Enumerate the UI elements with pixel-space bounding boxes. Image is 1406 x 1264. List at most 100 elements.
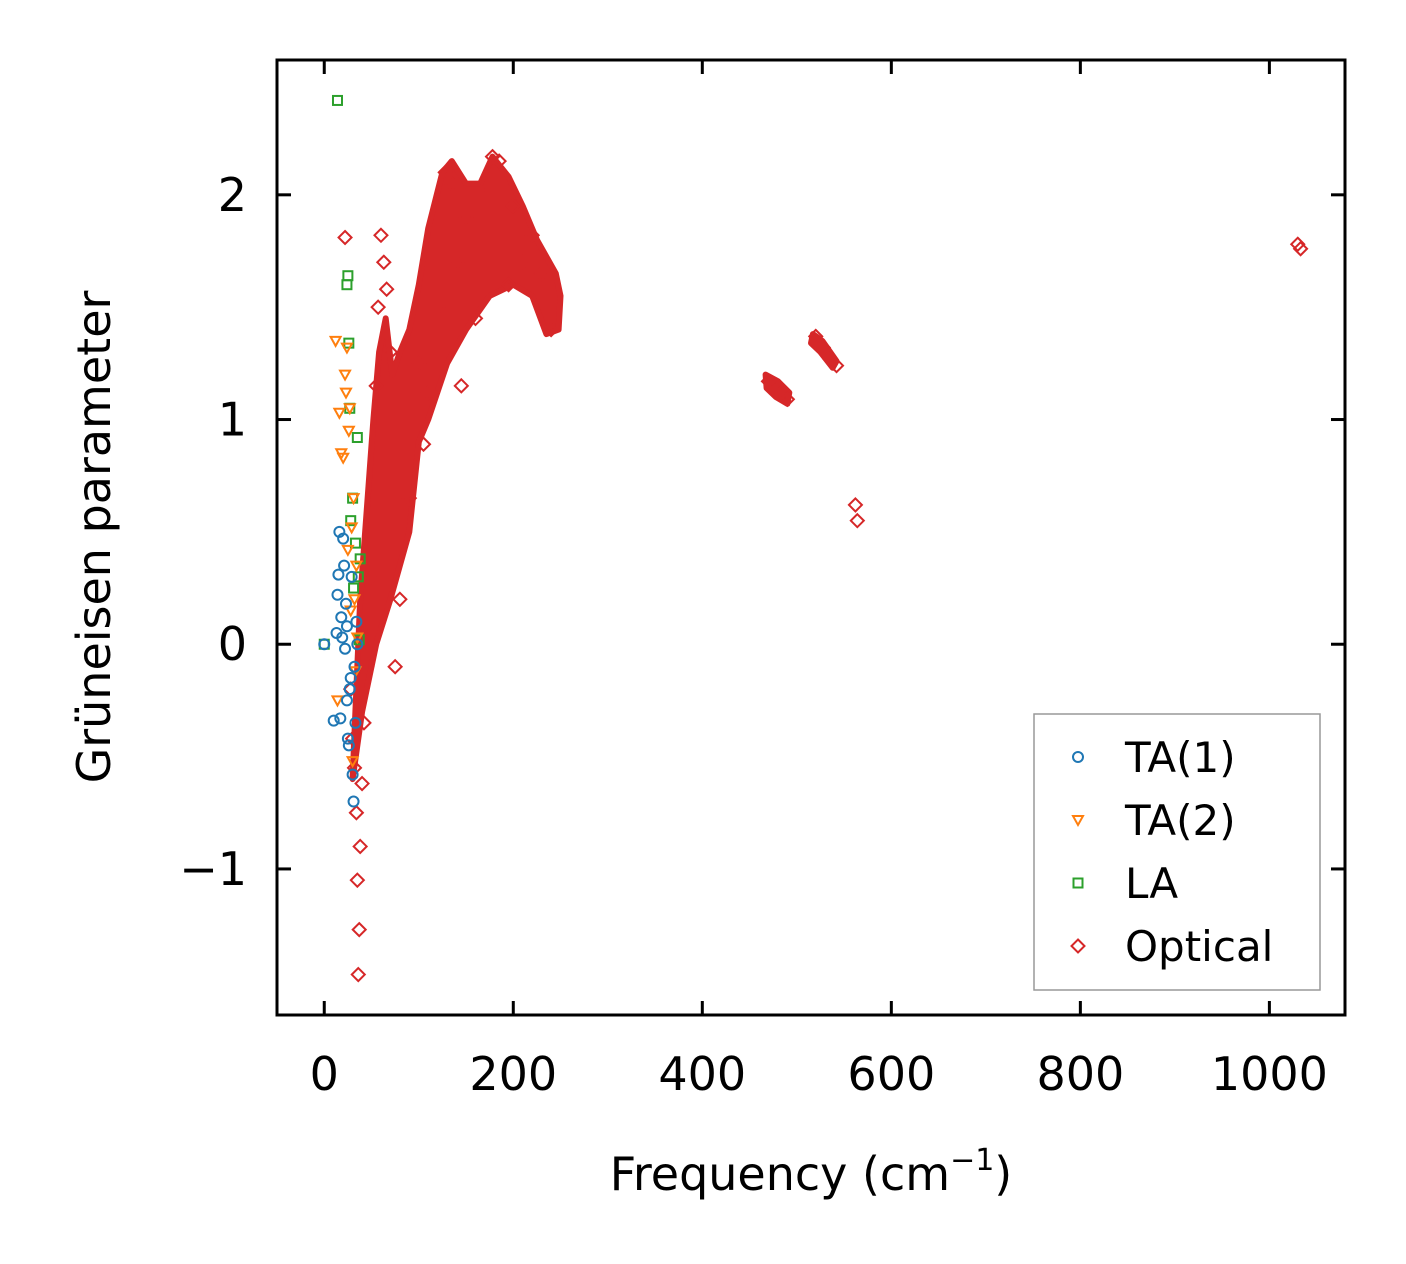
x-axis-label-close: ) bbox=[994, 1147, 1012, 1201]
optical-point bbox=[453, 377, 470, 394]
optical-point bbox=[448, 254, 465, 271]
ta-2-point bbox=[344, 522, 359, 535]
ta-2-point bbox=[341, 544, 355, 557]
ta-2-point bbox=[346, 493, 361, 506]
x-tick-label: 1000 bbox=[1211, 1047, 1328, 1101]
optical-point bbox=[779, 391, 796, 408]
optical-point bbox=[1289, 236, 1306, 253]
legend: TA(1) TA(2) LA Optical bbox=[1033, 713, 1321, 991]
x-axis-label: Frequency (cm−1) bbox=[610, 1143, 1013, 1201]
optical-point bbox=[415, 436, 432, 453]
ta-2-point bbox=[342, 425, 356, 438]
optical-point bbox=[429, 299, 446, 316]
la-point bbox=[341, 279, 353, 291]
x-axis-label-sup: −1 bbox=[950, 1143, 994, 1178]
la-point bbox=[331, 94, 343, 106]
optical-point bbox=[354, 775, 370, 792]
ta-2-point bbox=[338, 369, 352, 382]
ta-1-point bbox=[334, 712, 347, 725]
optical-point bbox=[370, 299, 387, 316]
x-tick-label: 400 bbox=[658, 1047, 746, 1101]
x-tick-label: 800 bbox=[1036, 1047, 1124, 1101]
legend-label-la: LA bbox=[1125, 859, 1178, 908]
ta-2-point bbox=[330, 695, 345, 708]
ta-2-point bbox=[347, 594, 362, 607]
optical-point bbox=[344, 730, 361, 747]
ta-1-point bbox=[337, 532, 350, 545]
legend-marker-ta-2 bbox=[1071, 815, 1085, 828]
ta-2-point bbox=[350, 632, 365, 645]
y-tick-label: 1 bbox=[218, 393, 247, 447]
optical-point bbox=[382, 344, 399, 361]
ta-1-point bbox=[332, 568, 345, 581]
ta-2-point bbox=[345, 756, 360, 769]
optical-point bbox=[443, 175, 460, 192]
ta-1-point bbox=[351, 638, 364, 651]
x-tick-label: 600 bbox=[847, 1047, 935, 1101]
ta-1-point bbox=[345, 570, 358, 583]
plot-area bbox=[318, 94, 1309, 983]
legend-marker-optical bbox=[1070, 938, 1086, 954]
optical-point bbox=[514, 254, 531, 271]
ta-1-point bbox=[335, 611, 348, 624]
optical-point bbox=[373, 227, 389, 244]
optical-point bbox=[849, 512, 866, 529]
optical-point bbox=[828, 357, 845, 374]
optical-point bbox=[337, 229, 353, 246]
optical-point bbox=[420, 384, 437, 401]
optical-point bbox=[477, 175, 493, 192]
legend-label-ta-1: TA(1) bbox=[1124, 733, 1236, 782]
optical-point bbox=[815, 339, 832, 356]
optical-point bbox=[358, 658, 375, 675]
optical-point bbox=[807, 328, 824, 345]
optical-point bbox=[350, 966, 367, 983]
ta-1-point bbox=[349, 716, 362, 729]
legend-label-optical: Optical bbox=[1125, 922, 1273, 971]
optical-point bbox=[847, 497, 864, 513]
x-tick-label: 0 bbox=[310, 1047, 339, 1101]
ta-1-point bbox=[346, 768, 359, 781]
la-point bbox=[349, 537, 361, 549]
optical-point bbox=[500, 276, 517, 293]
la-point bbox=[352, 571, 364, 583]
y-axis-label: Grüneisen parameter bbox=[67, 290, 121, 783]
optical-point bbox=[375, 254, 392, 271]
ta-2-point bbox=[349, 560, 364, 573]
ta-1-point bbox=[327, 714, 340, 727]
ta-2-point bbox=[343, 403, 357, 416]
ta-1-point bbox=[341, 732, 354, 745]
y-tick-label: 2 bbox=[218, 168, 247, 222]
axis-ticks: 0 200 400 600 800 1000 −1 0 1 2 bbox=[179, 60, 1345, 1101]
legend-label-ta-2: TA(2) bbox=[1124, 796, 1236, 845]
optical-point bbox=[401, 490, 418, 507]
x-tick-label: 200 bbox=[469, 1047, 557, 1101]
ta-1-point bbox=[347, 795, 360, 808]
ta-1-point bbox=[338, 559, 351, 572]
y-tick-label: −1 bbox=[179, 842, 247, 896]
optical-point bbox=[391, 591, 408, 608]
optical-dense-region-1 bbox=[349, 153, 564, 783]
ta-1-point bbox=[344, 671, 357, 684]
ta-1-point bbox=[340, 694, 353, 707]
ta-1-point bbox=[342, 739, 355, 752]
optical-point bbox=[348, 804, 365, 821]
ta-1-point bbox=[331, 588, 344, 601]
ta-1-point bbox=[340, 620, 353, 633]
la-point bbox=[348, 582, 360, 594]
la-point bbox=[342, 270, 354, 282]
optical-point bbox=[363, 568, 380, 585]
optical-point bbox=[524, 227, 541, 244]
legend-marker-la bbox=[1072, 877, 1084, 889]
optical-point bbox=[410, 355, 427, 372]
ta-2-point bbox=[328, 335, 343, 348]
ta-2-point bbox=[332, 407, 347, 420]
optical-point bbox=[467, 310, 484, 327]
plot-frame bbox=[275, 58, 1347, 1017]
optical-point bbox=[505, 198, 522, 214]
ta-2-point bbox=[336, 452, 350, 465]
la-point bbox=[351, 432, 363, 444]
optical-point bbox=[349, 872, 366, 889]
optical-point bbox=[533, 265, 550, 282]
optical-point bbox=[491, 153, 508, 170]
